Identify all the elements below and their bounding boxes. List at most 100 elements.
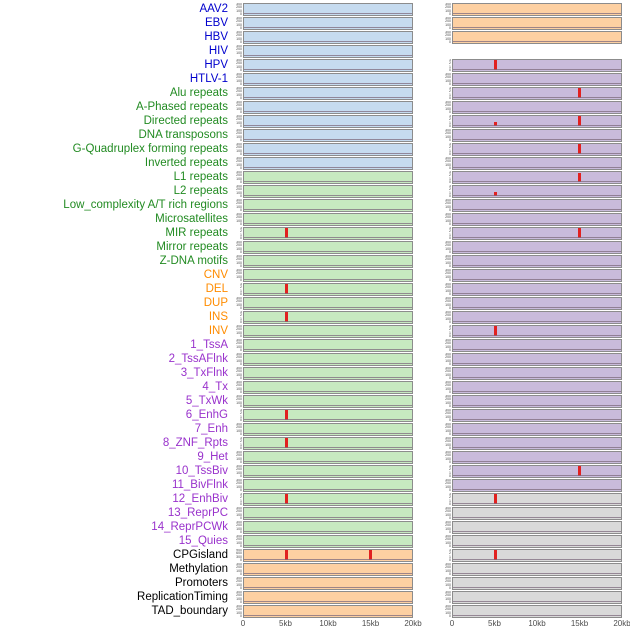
y-tick-label: 200 <box>236 397 242 401</box>
column-gap <box>413 163 437 164</box>
density-panel-right <box>452 212 622 226</box>
column-gap <box>413 457 437 458</box>
column-gap <box>413 191 437 192</box>
column-gap <box>413 247 437 248</box>
column-gap <box>413 51 437 52</box>
y-tick-label: 100 <box>445 204 451 209</box>
y-tick-label: 100 <box>236 204 242 209</box>
y-tick-label: 200 <box>236 509 242 513</box>
density-panel-left <box>243 520 413 534</box>
y-tick-label: 0 <box>449 320 451 324</box>
y-tick-label: 200 <box>236 257 242 261</box>
y-tick-label: 100 <box>445 610 451 615</box>
y-tick-label: 200 <box>236 271 242 275</box>
track-label: Microsatellites <box>155 212 228 225</box>
y-axis-ticks-left: 300 200 100 0 <box>228 451 243 464</box>
y-tick-label: 0 <box>449 586 451 590</box>
y-tick-label: 0 <box>449 530 451 534</box>
y-tick-label: 100 <box>236 568 242 573</box>
track-label: CNV <box>203 268 228 281</box>
y-tick-label: 200 <box>236 47 242 51</box>
column-gap <box>413 121 437 122</box>
y-tick-label: 100 <box>236 526 242 531</box>
y-tick-label: 200 <box>236 159 242 163</box>
y-tick-label: 3 <box>240 282 242 286</box>
y-axis-ticks-left: 300 200 100 0 <box>228 199 243 212</box>
y-axis-ticks-left: 300 200 100 0 <box>228 269 243 282</box>
track-label: 3_TxFlnk <box>180 366 228 379</box>
y-tick-label: 100 <box>445 246 451 251</box>
y-tick-label: 200 <box>445 215 451 219</box>
density-panel-right <box>452 576 622 590</box>
y-tick-label: 0 <box>240 82 242 86</box>
y-tick-label: 300 <box>445 72 451 76</box>
y-tick-label: 1 <box>449 498 451 503</box>
y-tick-label: 0 <box>240 152 242 156</box>
track-row: Inverted repeats 300 200 100 0 300 200 100 0 <box>0 156 630 170</box>
y-tick-label: 0 <box>449 376 451 380</box>
density-panel-right <box>452 478 622 492</box>
y-tick-label: 0 <box>240 488 242 492</box>
density-peak <box>578 466 581 476</box>
y-tick-label: 3 <box>449 114 451 118</box>
y-tick-label: 200 <box>236 201 242 205</box>
x-tick-label: 20kb <box>613 619 630 628</box>
y-tick-label: 2 <box>449 173 451 177</box>
column-gap <box>413 23 437 24</box>
density-panel-left <box>243 142 413 156</box>
y-axis-ticks-right: 300 200 100 0 <box>437 395 452 408</box>
column-gap <box>413 219 437 220</box>
y-tick-label: 200 <box>236 341 242 345</box>
y-tick-label: 200 <box>445 131 451 135</box>
column-gap <box>413 373 437 374</box>
y-tick-label: 300 <box>236 58 242 62</box>
y-tick-label: 200 <box>445 579 451 583</box>
y-tick-label: 0 <box>449 110 451 114</box>
y-tick-label: 200 <box>236 369 242 373</box>
y-tick-label: 0 <box>240 600 242 604</box>
track-label: 9_Het <box>197 450 228 463</box>
y-tick-label: 300 <box>236 142 242 146</box>
y-tick-label: 200 <box>445 453 451 457</box>
track-row: Z-DNA motifs 300 200 100 0 300 200 100 0 <box>0 254 630 268</box>
y-tick-label: 0 <box>240 250 242 254</box>
density-panel-left <box>243 450 413 464</box>
track-label: Inverted repeats <box>144 156 228 169</box>
y-tick-label: 200 <box>445 565 451 569</box>
y-axis-ticks-left: 300 200 100 0 <box>228 255 243 268</box>
track-row: AAV2 300 200 100 0 300 200 100 0 <box>0 2 630 16</box>
y-tick-label: 1 <box>449 92 451 97</box>
column-gap <box>413 569 437 570</box>
y-tick-label: 100 <box>445 260 451 265</box>
density-panel-right <box>452 520 622 534</box>
y-axis-ticks-left: 300 200 100 0 <box>228 367 243 380</box>
y-tick-label: 100 <box>236 540 242 545</box>
track-label: 13_ReprPC <box>167 506 228 519</box>
track-label: TAD_boundary <box>151 604 229 617</box>
density-peak <box>578 116 581 126</box>
density-panel-left <box>243 156 413 170</box>
y-tick-label: 100 <box>236 372 242 377</box>
y-tick-label: 3 <box>449 464 451 468</box>
y-tick-label: 0 <box>449 614 451 618</box>
column-gap <box>413 387 437 388</box>
y-axis-ticks-right: 300 200 100 0 <box>437 521 452 534</box>
y-tick-label: 100 <box>236 218 242 223</box>
track-label: Directed repeats <box>143 114 228 127</box>
y-tick-label: 100 <box>236 260 242 265</box>
density-panel-left <box>243 338 413 352</box>
y-axis-ticks-left: 300 200 100 0 <box>228 465 243 478</box>
y-tick-label: 300 <box>236 352 242 356</box>
y-axis-ticks-left: 300 200 100 0 <box>228 73 243 86</box>
y-axis-ticks-right: 300 200 100 0 <box>437 31 452 44</box>
density-panel-right <box>452 16 622 30</box>
y-tick-label: 2 <box>449 61 451 65</box>
y-tick-label: 100 <box>236 596 242 601</box>
y-tick-label: 0 <box>240 586 242 590</box>
y-tick-label: 100 <box>236 484 242 489</box>
y-tick-label: 300 <box>236 44 242 48</box>
y-axis-ticks-left: 300 200 100 0 <box>228 17 243 30</box>
